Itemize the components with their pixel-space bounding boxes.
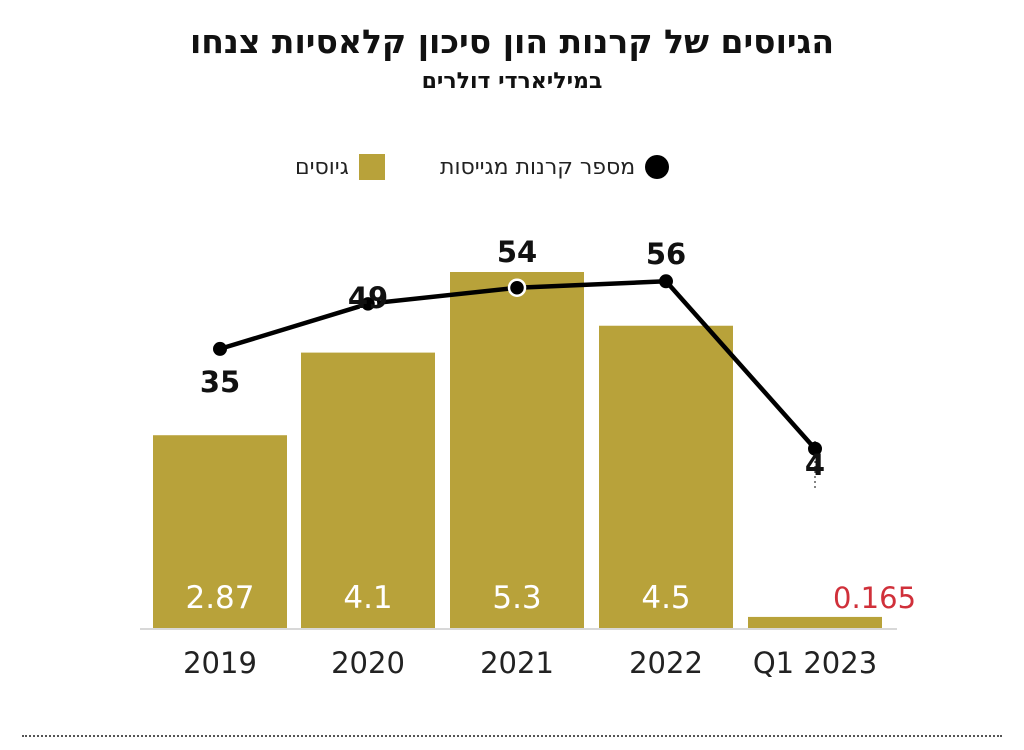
x-tick-label: 2021	[480, 646, 554, 680]
x-tick-label: 2022	[629, 646, 703, 680]
bar-2021	[450, 272, 584, 628]
bar-value-label: 4.1	[343, 580, 392, 616]
line-value-label: 54	[497, 235, 537, 269]
legend-line-dot	[645, 155, 670, 179]
line-point	[213, 341, 227, 356]
x-tick-label: 2020	[331, 646, 405, 680]
bar-value-label: 2.87	[185, 580, 254, 616]
line-value-label: 35	[200, 365, 240, 399]
legend-bars-label: גיוסים	[295, 154, 349, 180]
bar-value-label: 4.5	[641, 580, 690, 616]
line-value-label: 56	[646, 237, 686, 271]
bar-2022	[599, 325, 733, 628]
legend-line-label: מספר קרנות מגייסות	[440, 154, 636, 180]
line-point	[507, 278, 527, 297]
x-tick-label: 2019	[183, 646, 257, 680]
line-value-label: 49	[348, 281, 388, 315]
line-point	[808, 441, 822, 456]
bar-2019	[153, 435, 287, 628]
bar-2020	[301, 352, 435, 628]
legend: גיוסים מספר קרנות מגייסות	[0, 150, 1024, 184]
bar-q1-2023	[748, 616, 882, 628]
chart-subtitle: במיליארדי דולרים	[421, 69, 603, 94]
bar-value-label: 0.165	[833, 581, 916, 615]
bar-value-label: 5.3	[492, 580, 541, 616]
x-tick-label: Q1 2023	[753, 646, 877, 680]
legend-item-line: מספר קרנות מגייסות	[440, 150, 670, 184]
line-point	[659, 274, 673, 289]
line-point	[358, 294, 378, 314]
legend-item-bars: גיוסים	[295, 150, 385, 184]
line-value-label: 4	[805, 448, 825, 482]
footer-divider	[22, 735, 1002, 737]
chart-title: הגיוסים של קרנות הון סיכון קלאסיות צנחו	[189, 22, 835, 61]
legend-bar-swatch	[358, 154, 385, 180]
